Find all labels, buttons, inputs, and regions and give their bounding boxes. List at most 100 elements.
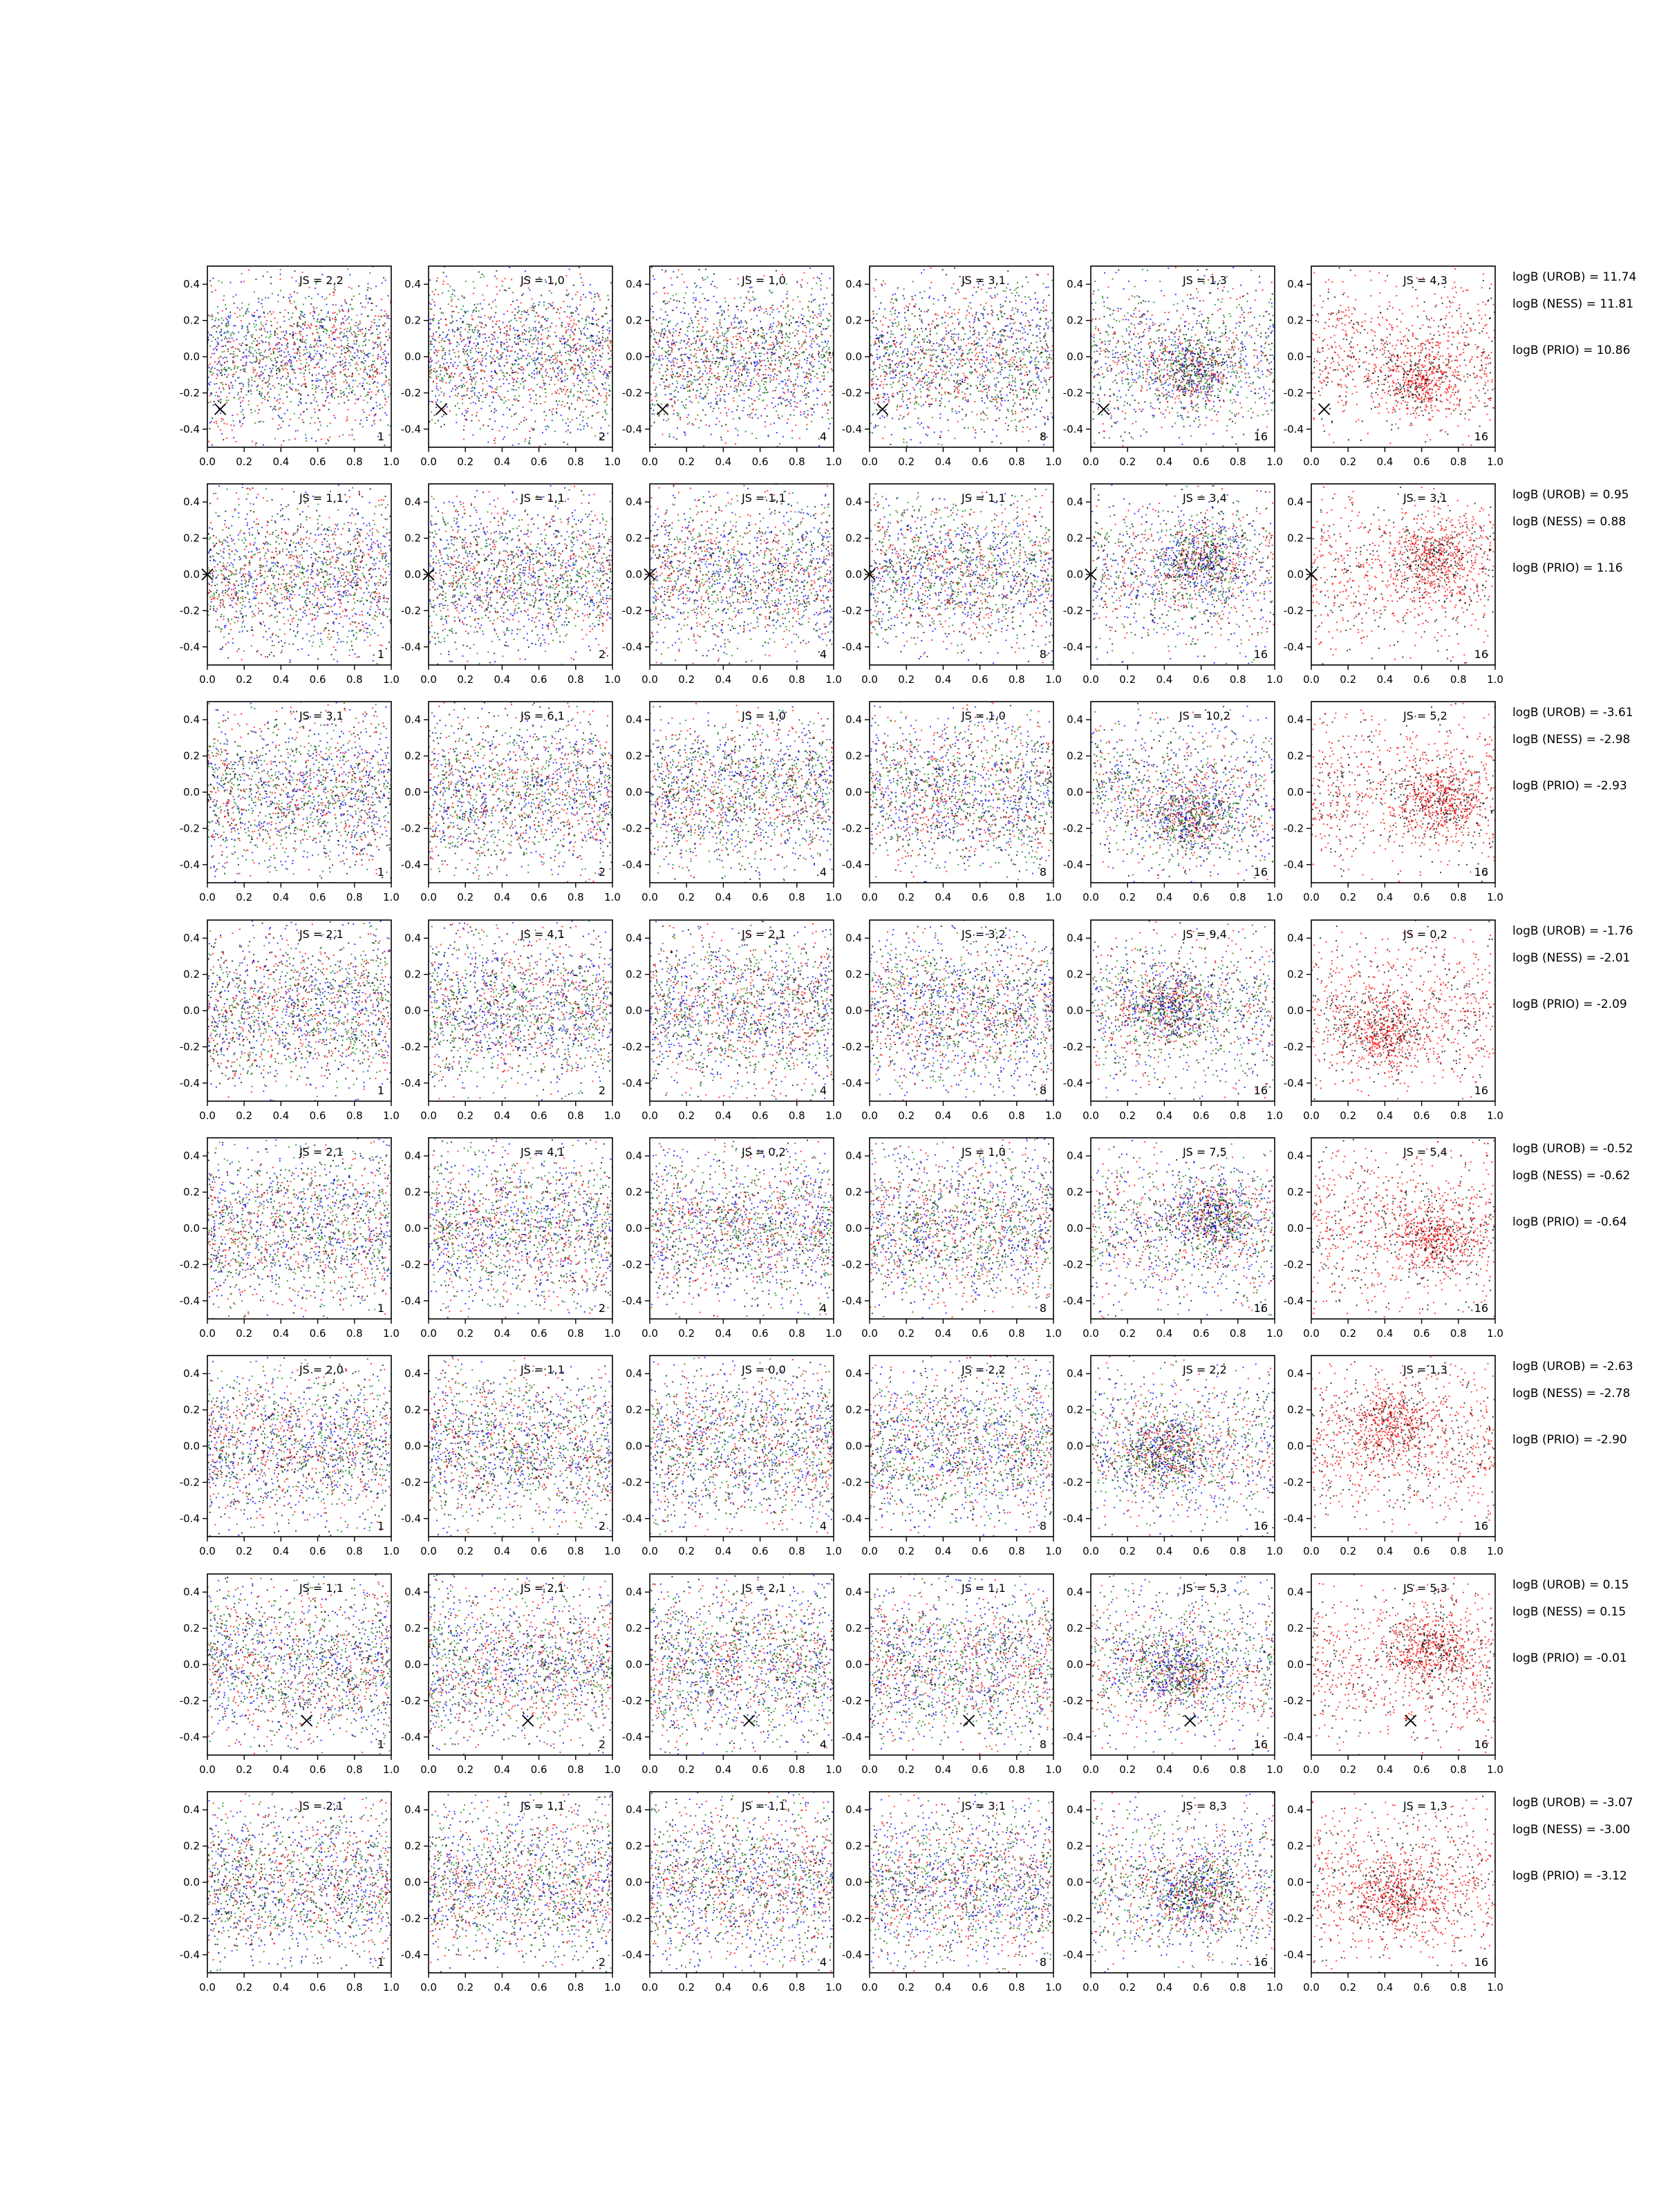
axes-frame — [1311, 1138, 1495, 1319]
x-tick-label: 0.6 — [310, 891, 326, 903]
y-tick-label: 0.2 — [1287, 1840, 1304, 1853]
y-tick-label: -0.2 — [622, 604, 642, 617]
y-tick-label: 0.4 — [183, 1150, 200, 1162]
y-tick-label: -0.2 — [1284, 1912, 1304, 1924]
y-tick-label: 0.0 — [1287, 786, 1304, 798]
x-tick-label: 0.2 — [1340, 1545, 1356, 1557]
x-marker — [744, 1715, 755, 1726]
y-tick-label: -0.2 — [622, 1694, 642, 1707]
js-label: JS = 3,1 — [1403, 491, 1447, 505]
corner-label: 8 — [1040, 1519, 1047, 1533]
x-tick-label: 0.0 — [420, 1327, 437, 1340]
y-tick-label: 0.0 — [404, 1004, 421, 1017]
x-tick-label: 0.8 — [568, 456, 584, 468]
x-tick-label: 0.2 — [236, 891, 252, 903]
scatter-points — [1308, 1103, 1501, 1353]
scatter-points — [205, 862, 397, 1137]
y-tick-label: -0.2 — [401, 604, 421, 617]
x-tick-label: 0.0 — [1082, 1545, 1099, 1557]
y-tick-label: -0.4 — [1063, 423, 1083, 435]
y-tick-label: 0.2 — [626, 750, 642, 762]
js-label: JS = 7,5 — [1182, 1145, 1227, 1159]
y-tick-label: -0.4 — [1284, 423, 1304, 435]
x-tick-label: 0.8 — [1450, 1981, 1467, 1994]
y-tick-label: -0.4 — [622, 423, 642, 435]
y-tick-label: -0.2 — [842, 1040, 862, 1053]
y-tick-label: -0.4 — [180, 1949, 200, 1961]
x-tick-label: 1.0 — [604, 891, 621, 903]
y-tick-label: 0.2 — [1067, 315, 1083, 327]
x-tick-label: 0.2 — [898, 1981, 915, 1994]
scatter-panel-r5-c6: 0.0 0.2 0.4 0.6 0.8 1.0-0.4-0.20.00.20.4 JS = … — [1284, 1103, 1503, 1353]
x-tick-label: 0.4 — [935, 1763, 951, 1776]
x-tick-label: 0.4 — [1376, 1327, 1393, 1340]
x-tick-label: 0.4 — [935, 456, 951, 468]
x-tick-label: 0.6 — [310, 456, 326, 468]
x-tick-label: 0.0 — [1082, 456, 1099, 468]
axes-frame — [207, 1574, 391, 1755]
x-tick-label: 0.0 — [1303, 1981, 1320, 1994]
scatter-points — [1087, 1739, 1280, 2003]
y-tick-label: -0.2 — [1284, 1694, 1304, 1707]
scatter-points — [204, 449, 397, 710]
scatter-panel-r8-c5: 0.0 0.2 0.4 0.6 0.8 1.0-0.4-0.20.00.20.4 JS = … — [1063, 1739, 1283, 2003]
y-tick-label: 0.4 — [404, 1586, 421, 1598]
js-label: JS = 1,1 — [299, 1582, 344, 1595]
y-tick-label: -0.4 — [401, 641, 421, 653]
x-tick-label: 0.6 — [972, 673, 988, 686]
x-tick-label: 0.4 — [1156, 456, 1172, 468]
y-tick-label: -0.4 — [622, 1295, 642, 1307]
x-tick-label: 0.0 — [641, 891, 658, 903]
y-tick-label: 0.4 — [1067, 1586, 1083, 1598]
y-tick-label: 0.0 — [1067, 1658, 1083, 1671]
x-tick-label: 0.2 — [1340, 1109, 1356, 1122]
panel-row-6: 0.0 0.2 0.4 0.6 0.8 1.0-0.4-0.20.00.20.4 JS = … — [180, 1300, 1633, 1584]
y-tick-label: 0.0 — [1287, 568, 1304, 581]
x-tick-label: 0.8 — [346, 1109, 363, 1122]
x-tick-label: 1.0 — [604, 1763, 621, 1776]
js-label: JS = 2,1 — [299, 1799, 344, 1812]
x-tick-label: 1.0 — [383, 1327, 400, 1340]
y-tick-label: -0.2 — [622, 386, 642, 399]
corner-label: 4 — [820, 1956, 827, 1969]
js-label: JS = 1,3 — [1403, 1799, 1447, 1812]
y-tick-label: 0.0 — [626, 1876, 642, 1888]
y-tick-label: 0.4 — [845, 713, 862, 726]
y-tick-label: -0.2 — [180, 1912, 200, 1924]
x-tick-label: 0.6 — [972, 1545, 988, 1557]
x-tick-label: 1.0 — [1045, 1327, 1062, 1340]
x-tick-label: 0.2 — [678, 891, 695, 903]
x-tick-label: 0.6 — [310, 1545, 326, 1557]
panel-row-7: 0.0 0.2 0.4 0.6 0.8 1.0-0.4-0.20.00.20.4 JS = … — [180, 1520, 1629, 1825]
logb-label: logB (UROB) = -0.52 — [1512, 1142, 1633, 1156]
x-tick-label: 1.0 — [383, 456, 400, 468]
scatter-panel-r7-c3: 0.0 0.2 0.4 0.6 0.8 1.0-0.4-0.20.00.20.4 JS = … — [622, 1527, 842, 1788]
x-tick-label: 0.6 — [1414, 1763, 1430, 1776]
logb-label: logB (NESS) = -3.00 — [1512, 1823, 1630, 1837]
x-tick-label: 0.8 — [1009, 891, 1025, 903]
axes-frame — [1311, 702, 1495, 883]
x-tick-label: 0.2 — [678, 456, 695, 468]
x-tick-label: 0.8 — [568, 1109, 584, 1122]
corner-label: 16 — [1254, 1738, 1268, 1751]
x-tick-label: 0.8 — [568, 1545, 584, 1557]
y-tick-label: -0.4 — [842, 1512, 862, 1525]
corner-label: 16 — [1254, 1302, 1268, 1315]
x-tick-label: 0.4 — [1376, 1763, 1393, 1776]
scatter-points — [204, 653, 396, 932]
js-label: JS = 2,2 — [299, 274, 344, 287]
x-tick-label: 1.0 — [825, 891, 842, 903]
axes-frame — [1091, 484, 1275, 665]
scatter-panel-r2-c2: 0.0 0.2 0.4 0.6 0.8 1.0-0.4-0.20.00.20.4 JS = … — [401, 447, 621, 715]
y-tick-label: 0.0 — [1067, 786, 1083, 798]
js-label: JS = 3,4 — [1182, 491, 1227, 505]
y-tick-label: -0.4 — [1063, 1077, 1083, 1089]
y-tick-label: 0.0 — [1287, 350, 1304, 363]
y-tick-label: 0.2 — [845, 1840, 862, 1853]
y-tick-label: 0.0 — [845, 1876, 862, 1888]
js-label: JS = 8,3 — [1182, 1799, 1227, 1812]
y-tick-label: 0.2 — [845, 1186, 862, 1199]
x-tick-label: 0.2 — [457, 1109, 474, 1122]
y-tick-label: 0.4 — [1287, 1150, 1304, 1162]
logb-label: logB (NESS) = 11.81 — [1512, 297, 1633, 311]
